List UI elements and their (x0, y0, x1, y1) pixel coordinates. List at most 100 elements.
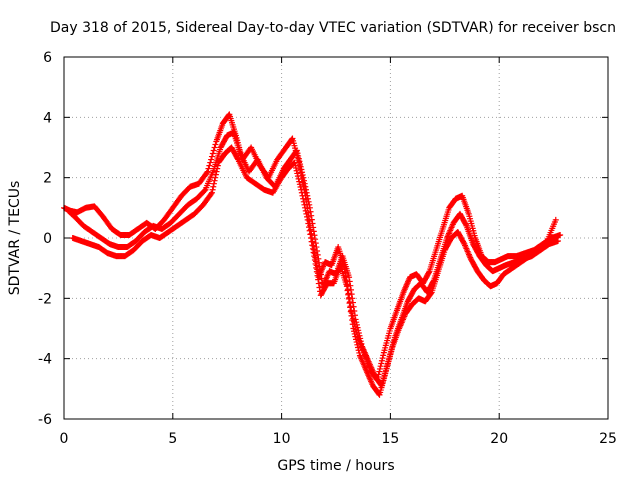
data-point (212, 174, 219, 181)
data-point (210, 183, 217, 190)
data-point (345, 291, 352, 298)
data-point (557, 231, 564, 238)
data-point (212, 171, 219, 178)
data-point (297, 161, 304, 168)
data-point (213, 168, 220, 175)
data-point (211, 144, 218, 151)
data-point (356, 349, 363, 356)
data-point (207, 159, 214, 166)
data-point (349, 295, 356, 302)
data-point (225, 112, 232, 119)
data-point (314, 251, 321, 258)
data-point (379, 355, 386, 362)
data-point (425, 269, 432, 276)
data-point (296, 158, 303, 165)
data-point (296, 178, 303, 185)
data-point (214, 162, 221, 169)
data-point (309, 242, 316, 249)
data-point (376, 368, 383, 375)
data-point (349, 321, 356, 328)
data-point (311, 232, 318, 239)
data-point (298, 186, 305, 193)
y-axis-label: SDTVAR / TECUs (7, 181, 23, 296)
data-point (311, 253, 318, 260)
data-point (309, 245, 316, 252)
data-point (356, 332, 363, 339)
data-point (313, 268, 320, 275)
data-point (301, 180, 308, 187)
data-point (201, 187, 208, 194)
data-point (357, 335, 364, 342)
data-point (304, 213, 311, 220)
data-point (212, 141, 219, 148)
data-point (208, 189, 215, 196)
data-point (355, 327, 362, 334)
grid-lines (64, 57, 608, 419)
data-point (354, 324, 361, 331)
x-tick-label: 25 (599, 431, 617, 447)
data-point (376, 365, 383, 372)
y-tick-label: 6 (43, 50, 52, 66)
data-point (315, 276, 322, 283)
data-point (316, 259, 323, 266)
data-point (378, 360, 385, 367)
data-point (315, 255, 322, 262)
data-point (462, 221, 469, 228)
data-point (298, 166, 305, 173)
data-point (296, 181, 303, 188)
data-point (300, 195, 307, 202)
data-point (304, 216, 311, 223)
data-point (353, 339, 360, 346)
data-point (234, 155, 241, 162)
data-point (316, 284, 323, 291)
series-3 (69, 144, 559, 398)
data-point (206, 162, 213, 169)
data-point (292, 165, 299, 172)
data-point (204, 168, 211, 175)
y-tick-label: -2 (38, 291, 52, 307)
data-point (307, 235, 314, 241)
data-point (297, 163, 304, 170)
data-point (312, 240, 319, 247)
data-point (353, 321, 360, 328)
y-tick-label: 0 (43, 231, 52, 247)
y-tick-label: -6 (38, 412, 52, 428)
x-tick-label: 5 (168, 431, 177, 447)
data-point (295, 175, 302, 182)
data-point (300, 198, 307, 205)
data-point (355, 347, 362, 354)
data-point (310, 228, 317, 235)
data-point (203, 169, 210, 176)
data-point (348, 312, 355, 319)
data-point (351, 330, 358, 337)
data-point (350, 325, 357, 332)
data-point (346, 278, 353, 285)
data-point (297, 184, 304, 191)
data-point (352, 333, 359, 340)
data-point (351, 308, 358, 315)
data-point (312, 260, 319, 267)
data-point (208, 156, 215, 163)
data-point (347, 304, 354, 311)
data-point (315, 280, 322, 287)
data-point (208, 190, 215, 197)
y-tick-label: 4 (43, 110, 52, 126)
data-point (352, 316, 359, 323)
data-point (295, 152, 302, 159)
data-point (311, 257, 318, 264)
data-point (301, 201, 308, 208)
data-point (205, 165, 212, 172)
data-point (312, 236, 319, 243)
data-point (299, 192, 306, 199)
data-point (307, 231, 314, 238)
data-point (295, 155, 302, 162)
x-tick-label: 15 (381, 431, 399, 447)
x-axis-label: GPS time / hours (277, 458, 394, 474)
data-point (294, 170, 301, 177)
chart-title: Day 318 of 2015, Sidereal Day-to-day VTE… (50, 20, 616, 36)
data-point (314, 247, 321, 254)
data-point (211, 177, 218, 184)
x-tick-label: 20 (490, 431, 508, 447)
data-point (347, 308, 354, 315)
data-point (343, 283, 350, 290)
